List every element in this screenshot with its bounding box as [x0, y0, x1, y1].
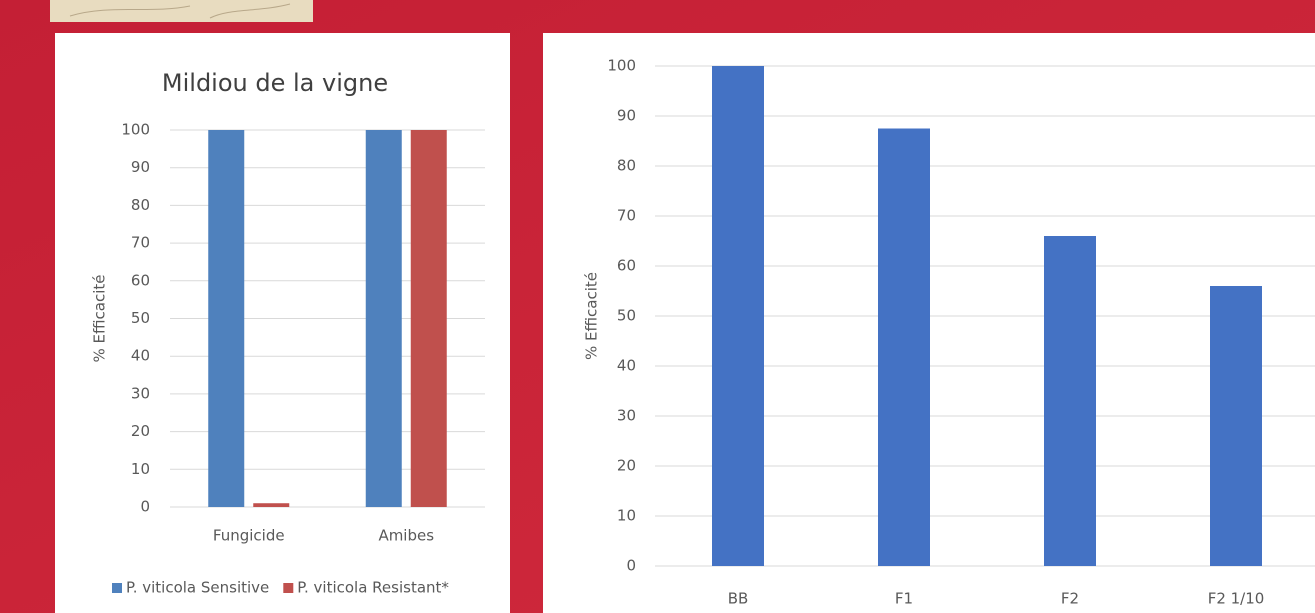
- y-tick-label: 40: [131, 347, 150, 365]
- y-tick-label: 0: [140, 498, 150, 516]
- x-tick-label: F1: [895, 590, 913, 608]
- bar: [208, 130, 245, 507]
- bar: [365, 130, 402, 507]
- y-tick-label: 50: [617, 307, 636, 325]
- bar: [410, 130, 447, 507]
- bar: [878, 128, 930, 566]
- y-tick-label: 90: [617, 107, 636, 125]
- y-tick-label: 30: [131, 384, 150, 402]
- bar: [1044, 236, 1096, 566]
- y-axis-label: % Efficacité: [583, 272, 601, 360]
- y-axis-label: % Efficacité: [91, 275, 109, 363]
- y-tick-label: 100: [607, 57, 636, 75]
- x-tick-label: Amibes: [378, 527, 434, 545]
- y-tick-label: 20: [131, 422, 150, 440]
- legend-label: P. viticola Sensitive: [126, 579, 269, 597]
- legend-swatch: [112, 583, 122, 593]
- y-tick-label: 80: [617, 157, 636, 175]
- y-tick-label: 80: [131, 196, 150, 214]
- y-tick-label: 70: [131, 234, 150, 252]
- sketch-image: [50, 0, 313, 22]
- bar: [1210, 286, 1262, 566]
- y-tick-label: 0: [626, 557, 636, 575]
- y-tick-label: 50: [131, 309, 150, 327]
- y-tick-label: 40: [617, 357, 636, 375]
- bar: [712, 66, 764, 566]
- bar: [253, 503, 290, 507]
- y-tick-label: 90: [131, 158, 150, 176]
- y-tick-label: 10: [617, 507, 636, 525]
- y-tick-label: 30: [617, 407, 636, 425]
- y-tick-label: 20: [617, 457, 636, 475]
- y-tick-label: 70: [617, 207, 636, 225]
- y-tick-label: 60: [617, 257, 636, 275]
- y-tick-label: 10: [131, 460, 150, 478]
- x-tick-label: F2 1/10: [1208, 590, 1265, 608]
- x-tick-label: F2: [1061, 590, 1079, 608]
- sketch-lines: [69, 3, 291, 19]
- chart-title: Mildiou de la vigne: [162, 69, 388, 97]
- y-tick-label: 100: [121, 121, 150, 139]
- y-tick-label: 60: [131, 271, 150, 289]
- legend-label: P. viticola Resistant*: [297, 579, 449, 597]
- legend-swatch: [283, 583, 294, 593]
- x-tick-label: BB: [728, 590, 749, 608]
- x-tick-label: Fungicide: [213, 527, 285, 545]
